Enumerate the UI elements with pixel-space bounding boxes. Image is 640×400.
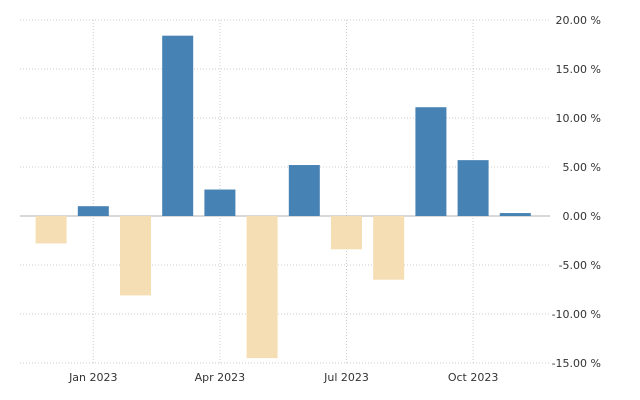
y-tick-label: -5.00 % (559, 259, 601, 272)
bar-2023-02 (120, 216, 151, 296)
y-tick-label: 20.00 % (556, 14, 601, 27)
bar-2022-12 (35, 216, 67, 244)
x-tick-label: Apr 2023 (195, 371, 246, 384)
bar-2023-03 (162, 35, 194, 217)
x-axis-labels: Jan 2023 Apr 2023 Jul 2023 Oct 2023 (68, 371, 498, 384)
y-tick-label: 10.00 % (556, 112, 601, 125)
y-tick-label: -10.00 % (552, 308, 601, 321)
bar-2023-05 (246, 216, 278, 359)
y-tick-label: -15.00 % (552, 357, 601, 370)
bar-2023-11 (499, 213, 531, 216)
x-tick-label: Jul 2023 (323, 371, 369, 384)
y-tick-label: 15.00 % (556, 63, 601, 76)
y-axis-labels: 20.00 % 15.00 % 10.00 % 5.00 % 0.00 % -5.00 %… (552, 14, 601, 370)
bar-2023-08 (373, 216, 405, 280)
x-tick-label: Oct 2023 (448, 371, 499, 384)
y-tick-label: 0.00 % (563, 210, 601, 223)
bar-2023-07 (331, 216, 362, 250)
bar-2023-01 (77, 206, 109, 216)
x-tick-label: Jan 2023 (68, 371, 117, 384)
bar-2023-09 (415, 107, 447, 216)
bar-2023-10 (457, 160, 489, 216)
bar-2023-04 (204, 189, 236, 216)
y-tick-label: 5.00 % (563, 161, 601, 174)
bar-2023-06 (288, 165, 320, 216)
bar-series (35, 35, 531, 359)
